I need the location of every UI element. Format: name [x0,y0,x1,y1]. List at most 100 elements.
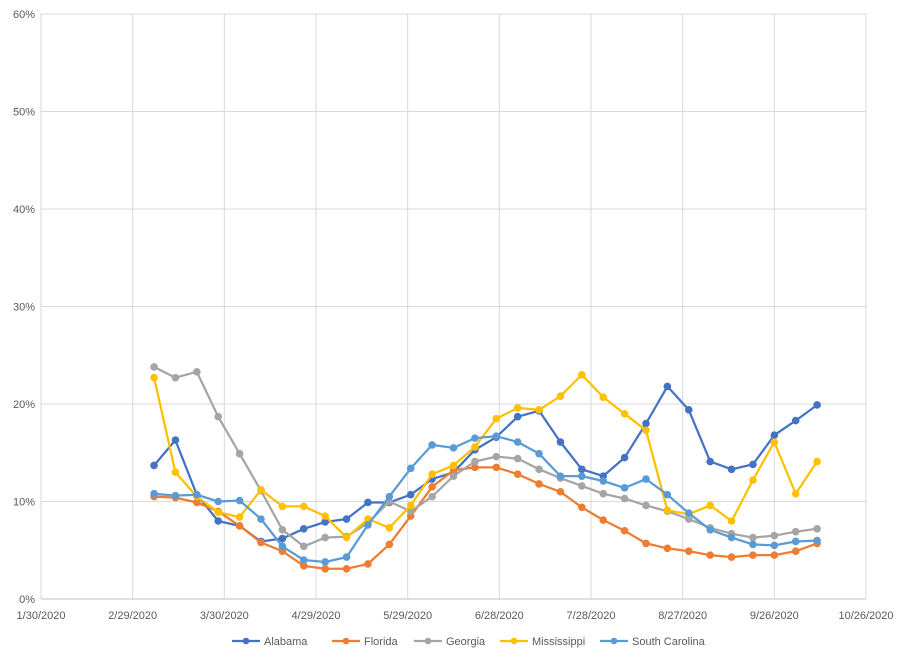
data-point-mississippi [642,426,650,435]
legend-item-florida: Florida [332,636,399,648]
x-tick-label: 10/26/2020 [838,610,893,622]
data-point-south-carolina [599,477,608,485]
data-point-florida [663,544,672,553]
legend-label: Florida [364,636,399,648]
data-point-georgia [235,449,244,458]
data-point-mississippi [299,502,308,511]
data-point-alabama [364,498,372,507]
data-point-mississippi [278,502,287,511]
data-point-georgia [471,457,479,466]
series-florida [150,463,821,573]
data-point-georgia [642,501,650,510]
data-point-south-carolina [535,449,543,458]
data-point-georgia [428,492,436,501]
y-tick-label: 20% [13,399,35,411]
data-point-mississippi [150,373,158,382]
data-point-florida [364,560,372,568]
data-point-south-carolina [770,541,779,550]
data-point-georgia [449,472,458,480]
data-point-alabama [406,490,415,499]
data-point-south-carolina [214,497,223,506]
x-tick-label: 2/29/2020 [108,610,157,622]
data-point-mississippi [727,517,736,525]
data-point-mississippi [428,470,436,479]
data-point-alabama [342,515,351,523]
series-lines [150,363,821,573]
data-point-south-carolina [706,525,714,534]
data-point-mississippi [171,468,180,477]
data-point-alabama [727,465,736,474]
x-tick-label: 3/30/2020 [200,610,249,622]
data-point-florida [727,553,736,561]
data-point-florida [620,526,629,535]
y-tick-label: 30% [13,302,35,314]
legend-item-georgia: Georgia [414,636,486,648]
x-tick-label: 8/27/2020 [658,610,707,622]
data-point-south-carolina [749,540,757,549]
data-point-florida [342,564,351,573]
data-point-mississippi [770,438,779,446]
data-point-mississippi [620,409,629,418]
legend-item-mississippi: Mississippi [500,636,585,648]
data-point-florida [492,463,501,472]
data-point-alabama [556,438,565,446]
data-point-alabama [513,412,522,421]
data-point-mississippi [706,501,714,510]
x-tick-label: 4/29/2020 [292,610,341,622]
data-point-south-carolina [150,489,158,498]
data-point-florida [578,503,586,512]
data-point-florida [513,470,522,479]
data-point-florida [556,487,565,496]
data-point-south-carolina [513,438,522,446]
data-point-florida [599,516,608,524]
data-point-south-carolina [299,556,308,564]
legend-swatch-marker [342,637,350,645]
data-point-georgia [278,525,287,534]
legend-item-south-carolina: South Carolina [600,636,706,648]
legend: Alabama Florida Georgia Mississippi South Ca… [232,636,706,648]
data-point-south-carolina [471,434,479,442]
data-point-south-carolina [791,537,800,546]
data-point-mississippi [513,404,522,412]
y-tick-label: 40% [13,204,35,216]
data-point-georgia [749,533,757,542]
data-point-alabama [620,453,629,462]
data-point-georgia [599,489,608,498]
legend-swatch-marker [510,637,518,645]
data-point-mississippi [385,524,394,532]
series-line-mississippi [152,373,819,539]
data-point-mississippi [791,489,800,498]
gridlines [40,13,867,600]
legend-item-alabama: Alabama [232,636,308,648]
data-point-south-carolina [663,490,672,499]
data-point-south-carolina [492,432,501,440]
data-point-florida [791,547,800,556]
data-point-south-carolina [684,509,693,518]
x-tick-label: 5/29/2020 [383,610,432,622]
legend-label: Georgia [446,636,486,648]
data-point-alabama [813,401,821,409]
data-point-south-carolina [813,536,821,545]
legend-label: Mississippi [532,636,585,648]
data-point-mississippi [342,533,351,542]
data-point-mississippi [749,476,757,484]
legend-label: South Carolina [632,636,706,648]
x-tick-label: 9/26/2020 [750,610,799,622]
data-point-south-carolina [449,444,458,452]
y-tick-label: 10% [13,497,35,509]
y-tick-label: 0% [19,594,35,606]
data-point-florida [749,551,757,559]
data-point-south-carolina [342,553,351,561]
data-point-mississippi [214,508,223,517]
data-point-georgia [214,412,223,421]
data-point-south-carolina [193,490,201,499]
data-point-south-carolina [171,491,180,500]
data-point-mississippi [663,506,672,515]
legend-swatch-marker [610,637,618,645]
data-point-south-carolina [620,484,629,492]
data-point-alabama [791,416,800,425]
data-point-mississippi [599,393,608,401]
data-point-georgia [321,533,329,542]
data-point-south-carolina [385,492,394,501]
